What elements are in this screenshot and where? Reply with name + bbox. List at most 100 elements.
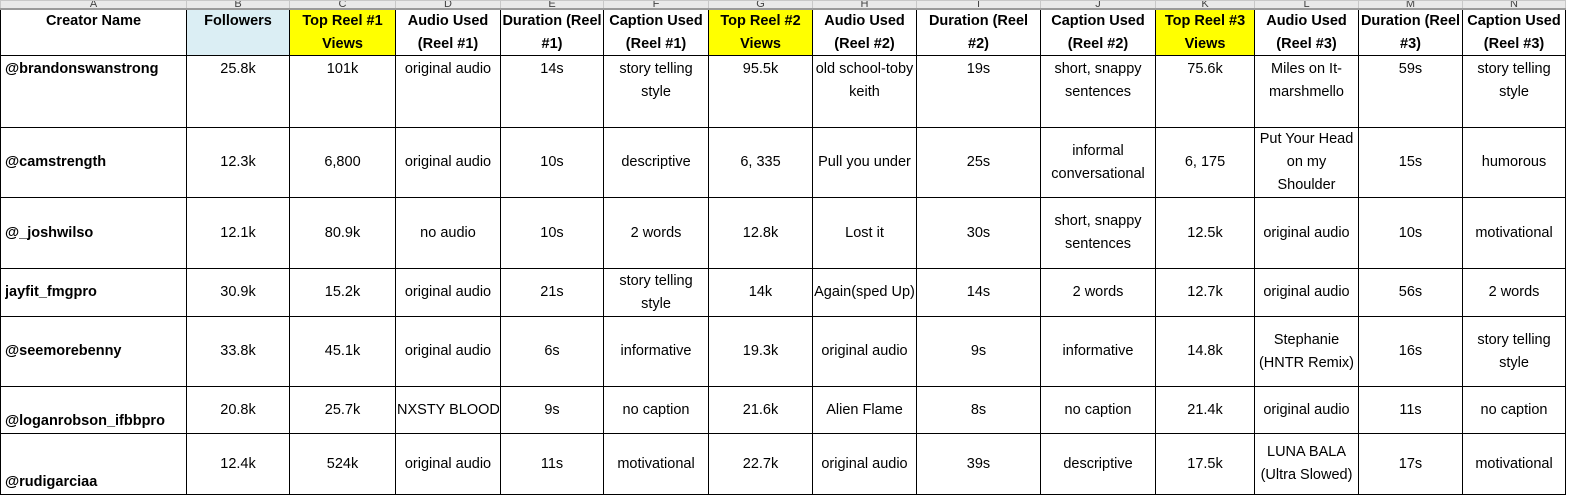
data-cell[interactable]: 9s [916, 316, 1041, 387]
data-cell[interactable]: 14k [708, 268, 813, 317]
data-cell[interactable]: Miles on It-marshmello [1254, 55, 1359, 128]
column-header-C[interactable]: C [289, 0, 396, 10]
data-cell[interactable]: 30s [916, 197, 1041, 269]
data-cell[interactable]: 14.8k [1155, 316, 1255, 387]
data-cell[interactable]: 6, 175 [1155, 127, 1255, 198]
data-cell[interactable]: 15s [1358, 127, 1463, 198]
data-cell[interactable]: 30.9k [186, 268, 290, 317]
creator-name-cell[interactable]: @loganrobson_ifbbpro [0, 386, 187, 434]
header-cell[interactable]: Audio Used (Reel #1) [395, 8, 501, 56]
data-cell[interactable]: 2 words [1462, 268, 1566, 317]
data-cell[interactable]: 25.7k [289, 386, 396, 434]
data-cell[interactable]: 9s [500, 386, 604, 434]
data-cell[interactable]: 10s [500, 197, 604, 269]
data-cell[interactable]: original audio [395, 268, 501, 317]
data-cell[interactable]: original audio [395, 55, 501, 128]
data-cell[interactable]: 14s [500, 55, 604, 128]
data-cell[interactable]: 17.5k [1155, 433, 1255, 495]
data-cell[interactable]: short, snappy sentences [1040, 197, 1156, 269]
column-header-F[interactable]: F [603, 0, 709, 10]
data-cell[interactable]: Put Your Head on my Shoulder [1254, 127, 1359, 198]
data-cell[interactable]: 15.2k [289, 268, 396, 317]
data-cell[interactable]: old school-toby keith [812, 55, 917, 128]
data-cell[interactable]: 10s [500, 127, 604, 198]
creator-name-cell[interactable]: @rudigarciaa [0, 433, 187, 495]
data-cell[interactable]: 80.9k [289, 197, 396, 269]
data-cell[interactable]: 6s [500, 316, 604, 387]
column-header-I[interactable]: I [916, 0, 1041, 10]
header-cell[interactable]: Followers [186, 8, 290, 56]
data-cell[interactable]: Alien Flame [812, 386, 917, 434]
column-header-K[interactable]: K [1155, 0, 1255, 10]
header-cell[interactable]: Creator Name [0, 8, 187, 56]
data-cell[interactable]: 14s [916, 268, 1041, 317]
data-cell[interactable]: 39s [916, 433, 1041, 495]
data-cell[interactable]: descriptive [1040, 433, 1156, 495]
column-header-H[interactable]: H [812, 0, 917, 10]
data-cell[interactable]: Stephanie (HNTR Remix) [1254, 316, 1359, 387]
data-cell[interactable]: motivational [1462, 433, 1566, 495]
data-cell[interactable]: 10s [1358, 197, 1463, 269]
data-cell[interactable]: 45.1k [289, 316, 396, 387]
column-header-G[interactable]: G [708, 0, 813, 10]
data-cell[interactable]: 12.8k [708, 197, 813, 269]
creator-name-cell[interactable]: @_joshwilso [0, 197, 187, 269]
header-cell[interactable]: Caption Used (Reel #2) [1040, 8, 1156, 56]
data-cell[interactable]: 21.4k [1155, 386, 1255, 434]
data-cell[interactable]: 56s [1358, 268, 1463, 317]
header-cell[interactable]: Audio Used (Reel #3) [1254, 8, 1359, 56]
data-cell[interactable]: 12.3k [186, 127, 290, 198]
data-cell[interactable]: story telling style [603, 55, 709, 128]
data-cell[interactable]: no audio [395, 197, 501, 269]
data-cell[interactable]: 95.5k [708, 55, 813, 128]
data-cell[interactable]: story telling style [603, 268, 709, 317]
data-cell[interactable]: 33.8k [186, 316, 290, 387]
header-cell[interactable]: Duration (Reel #1) [500, 8, 604, 56]
data-cell[interactable]: NXSTY BLOOD [395, 386, 501, 434]
data-cell[interactable]: original audio [812, 433, 917, 495]
data-cell[interactable]: 12.5k [1155, 197, 1255, 269]
column-header-J[interactable]: J [1040, 0, 1156, 10]
data-cell[interactable]: 59s [1358, 55, 1463, 128]
data-cell[interactable]: original audio [812, 316, 917, 387]
data-cell[interactable]: 8s [916, 386, 1041, 434]
data-cell[interactable]: short, snappy sentences [1040, 55, 1156, 128]
data-cell[interactable]: LUNA BALA (Ultra Slowed) [1254, 433, 1359, 495]
data-cell[interactable]: 25s [916, 127, 1041, 198]
data-cell[interactable]: 22.7k [708, 433, 813, 495]
data-cell[interactable]: Lost it [812, 197, 917, 269]
data-cell[interactable]: 6, 335 [708, 127, 813, 198]
data-cell[interactable]: informative [1040, 316, 1156, 387]
data-cell[interactable]: 101k [289, 55, 396, 128]
header-cell[interactable]: Top Reel #2 Views [708, 8, 813, 56]
header-cell[interactable]: Duration (Reel #3) [1358, 8, 1463, 56]
data-cell[interactable]: informative [603, 316, 709, 387]
creator-name-cell[interactable]: @camstrength [0, 127, 187, 198]
data-cell[interactable]: 11s [1358, 386, 1463, 434]
data-cell[interactable]: original audio [395, 316, 501, 387]
data-cell[interactable]: story telling style [1462, 316, 1566, 387]
data-cell[interactable]: descriptive [603, 127, 709, 198]
creator-name-cell[interactable]: @brandonswanstrong [0, 55, 187, 128]
column-header-D[interactable]: D [395, 0, 501, 10]
data-cell[interactable]: 21s [500, 268, 604, 317]
data-cell[interactable]: 12.7k [1155, 268, 1255, 317]
data-cell[interactable]: 20.8k [186, 386, 290, 434]
data-cell[interactable]: 25.8k [186, 55, 290, 128]
header-cell[interactable]: Caption Used (Reel #3) [1462, 8, 1566, 56]
data-cell[interactable]: Pull you under [812, 127, 917, 198]
column-header-B[interactable]: B [186, 0, 290, 10]
header-cell[interactable]: Audio Used (Reel #2) [812, 8, 917, 56]
column-header-E[interactable]: E [500, 0, 604, 10]
data-cell[interactable]: 75.6k [1155, 55, 1255, 128]
data-cell[interactable]: 2 words [1040, 268, 1156, 317]
data-cell[interactable]: Again(sped Up) [812, 268, 917, 317]
data-cell[interactable]: 12.1k [186, 197, 290, 269]
data-cell[interactable]: 21.6k [708, 386, 813, 434]
header-cell[interactable]: Caption Used (Reel #1) [603, 8, 709, 56]
data-cell[interactable]: 2 words [603, 197, 709, 269]
data-cell[interactable]: humorous [1462, 127, 1566, 198]
data-cell[interactable]: 19.3k [708, 316, 813, 387]
data-cell[interactable]: story telling style [1462, 55, 1566, 128]
data-cell[interactable]: 6,800 [289, 127, 396, 198]
